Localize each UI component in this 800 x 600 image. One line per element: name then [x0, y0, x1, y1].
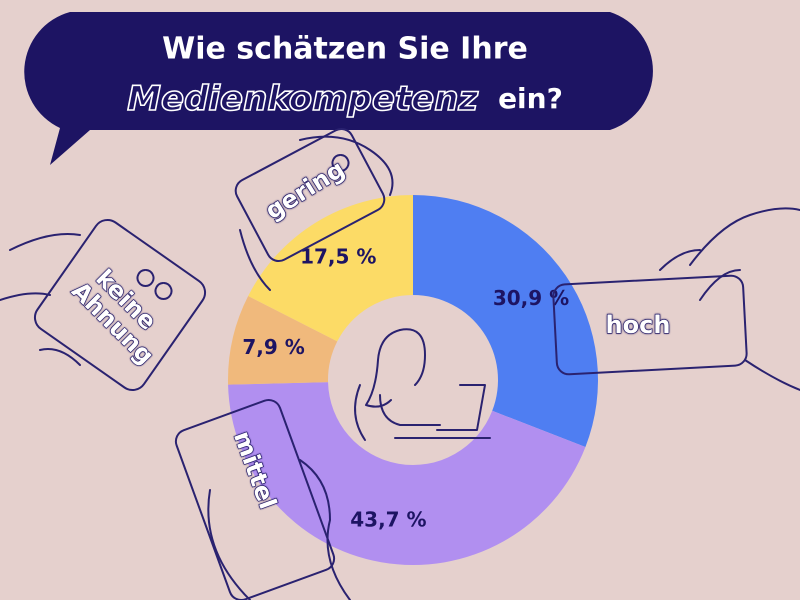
value-label: 7,9 %	[242, 335, 304, 359]
value-label: 30,9 %	[493, 286, 569, 310]
chart-title: Wie schätzen Sie Ihre	[162, 32, 528, 67]
title-highlight: Medienkompetenz	[127, 79, 478, 119]
donut-slice	[228, 382, 586, 565]
donut-slice	[228, 296, 338, 385]
title-end: ein?	[498, 82, 563, 115]
chart-title-2: Medienkompetenz ein?	[127, 79, 563, 119]
value-label: 17,5 %	[300, 245, 376, 269]
donut-slice	[413, 195, 598, 448]
donut-slice	[248, 195, 413, 342]
value-label: 43,7 %	[350, 507, 426, 531]
title-bubble	[24, 12, 653, 165]
illustration	[354, 328, 491, 441]
category-label: hoch	[605, 311, 671, 339]
phones	[0, 127, 800, 600]
donut: 30,9 % 43,7 % 7,9 % 17,5 %	[228, 195, 598, 565]
